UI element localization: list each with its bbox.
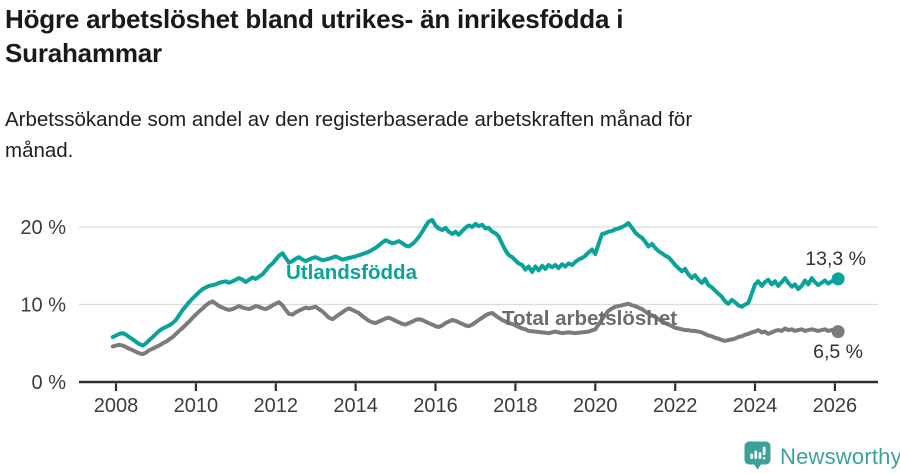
page-title: Högre arbetslöshet bland utrikes- än inr… [5,4,624,68]
series-line-1 [110,299,841,357]
series-end-dot-0 [831,272,845,286]
x-tick-label: 2014 [333,395,378,417]
newsworthy-bars-icon [744,441,771,470]
series-label-utlandsfodda: Utlandsfödda [286,261,417,284]
newsworthy-wordmark: Newsworthy [780,443,900,469]
x-tick-label: 2010 [174,395,219,417]
x-tick-label: 2022 [653,395,698,417]
y-tick-label: 0 % [32,372,67,394]
series-end-dot-1 [831,325,845,339]
x-tick-label: 2018 [493,395,538,417]
x-tick-label: 2012 [254,395,299,417]
x-tick-label: 2020 [573,395,618,417]
end-value-label-total: 6,5 % [813,341,863,363]
page-subtitle: Arbetssökande som andel av den registerb… [5,108,693,162]
y-tick-label: 20 % [20,217,66,239]
x-tick-label: 2026 [813,395,858,417]
x-tick-label: 2024 [733,395,778,417]
x-tick-label: 2016 [413,395,458,417]
x-tick-label: 2008 [94,395,139,417]
newsworthy-logo[interactable]: Newsworthy [744,441,900,472]
y-tick-label: 10 % [20,295,66,317]
series-line-0 [110,218,841,348]
series-label-total-arbetsloshet: Total arbetslöshet [502,307,678,330]
end-value-label-utlandsfodda: 13,3 % [805,248,866,270]
